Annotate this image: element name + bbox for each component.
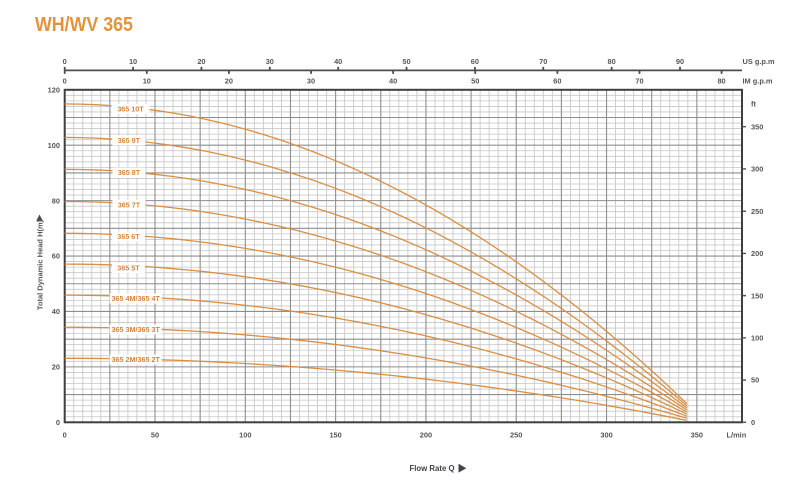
svg-text:365 6T: 365 6T: [117, 232, 140, 241]
svg-text:80: 80: [608, 57, 616, 66]
svg-text:200: 200: [420, 431, 432, 440]
svg-text:100: 100: [239, 431, 251, 440]
svg-text:60: 60: [553, 76, 561, 85]
svg-text:365 2M/365 2T: 365 2M/365 2T: [112, 355, 161, 364]
svg-text:40: 40: [52, 307, 60, 316]
svg-text:80: 80: [52, 196, 60, 205]
svg-text:0: 0: [63, 76, 67, 85]
svg-text:20: 20: [52, 363, 60, 372]
svg-text:50: 50: [751, 376, 759, 385]
svg-text:L/min: L/min: [727, 431, 747, 440]
svg-text:50: 50: [471, 76, 479, 85]
svg-text:10: 10: [129, 57, 137, 66]
svg-text:150: 150: [329, 431, 341, 440]
svg-text:150: 150: [751, 291, 763, 300]
svg-text:0: 0: [63, 431, 67, 440]
svg-text:30: 30: [307, 76, 315, 85]
svg-text:200: 200: [751, 249, 763, 258]
svg-text:300: 300: [600, 431, 612, 440]
svg-text:350: 350: [691, 431, 703, 440]
svg-text:120: 120: [48, 85, 60, 94]
svg-text:10: 10: [143, 76, 151, 85]
svg-text:30: 30: [266, 57, 274, 66]
svg-text:100: 100: [48, 141, 60, 150]
svg-text:Total Dynamic Head H(m): Total Dynamic Head H(m): [35, 219, 44, 310]
svg-text:Flow Rate Q: Flow Rate Q: [409, 464, 454, 473]
svg-text:60: 60: [52, 252, 60, 261]
svg-text:0: 0: [56, 418, 60, 427]
svg-text:250: 250: [751, 207, 763, 216]
svg-text:365 5T: 365 5T: [117, 264, 140, 273]
svg-text:300: 300: [751, 165, 763, 174]
svg-text:20: 20: [197, 57, 205, 66]
svg-text:IM g.p.m: IM g.p.m: [743, 76, 773, 85]
svg-text:250: 250: [510, 431, 522, 440]
svg-text:365 3M/365 3T: 365 3M/365 3T: [112, 325, 161, 334]
svg-text:ft: ft: [751, 99, 756, 108]
svg-text:0: 0: [751, 418, 755, 427]
svg-text:100: 100: [751, 334, 763, 343]
svg-text:US g.p.m: US g.p.m: [743, 57, 775, 66]
svg-text:70: 70: [635, 76, 643, 85]
svg-text:60: 60: [471, 57, 479, 66]
svg-text:50: 50: [151, 431, 159, 440]
svg-text:90: 90: [676, 57, 684, 66]
svg-text:0: 0: [63, 57, 67, 66]
svg-text:365 7T: 365 7T: [118, 201, 141, 210]
svg-text:40: 40: [334, 57, 342, 66]
svg-text:70: 70: [539, 57, 547, 66]
svg-text:365 8T: 365 8T: [118, 168, 141, 177]
svg-text:50: 50: [402, 57, 410, 66]
svg-text:365 10T: 365 10T: [117, 105, 144, 114]
svg-text:80: 80: [717, 76, 725, 85]
svg-text:20: 20: [225, 76, 233, 85]
svg-text:350: 350: [751, 122, 763, 131]
svg-text:365 9T: 365 9T: [118, 136, 141, 145]
svg-text:365 4M/365 4T: 365 4M/365 4T: [112, 294, 161, 303]
svg-text:40: 40: [389, 76, 397, 85]
